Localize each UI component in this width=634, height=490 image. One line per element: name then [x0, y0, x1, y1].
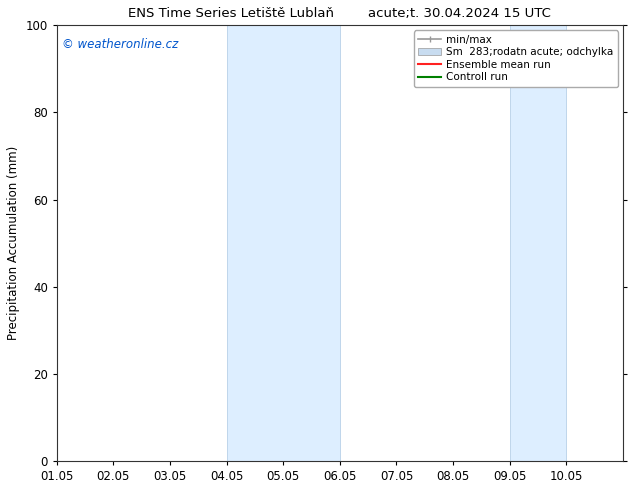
- Bar: [510, 25, 566, 461]
- Bar: [226, 25, 340, 461]
- Legend: min/max, Sm  283;rodatn acute; odchylka, Ensemble mean run, Controll run: min/max, Sm 283;rodatn acute; odchylka, …: [414, 30, 618, 87]
- Text: © weatheronline.cz: © weatheronline.cz: [62, 38, 179, 51]
- Y-axis label: Precipitation Accumulation (mm): Precipitation Accumulation (mm): [7, 146, 20, 340]
- Title: ENS Time Series Letiště Lublaň        acute;t. 30.04.2024 15 UTC: ENS Time Series Letiště Lublaň acute;t. …: [129, 7, 552, 20]
